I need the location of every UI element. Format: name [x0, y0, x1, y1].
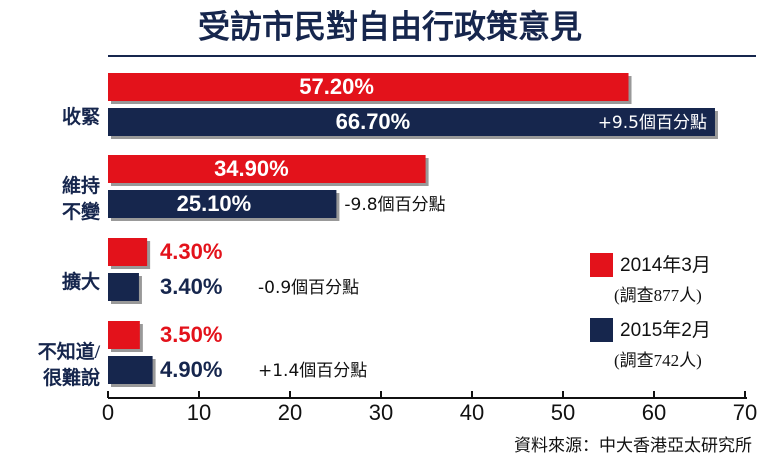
- value-label: 34.90%: [214, 156, 289, 181]
- legend-note: (調查877人): [614, 286, 702, 305]
- bar: [108, 273, 139, 301]
- bar: [108, 155, 426, 183]
- chart-title: 受訪市民對自由行政策意見: [198, 8, 582, 44]
- change-annotation: -0.9個百分點: [258, 278, 359, 298]
- x-tick-label: 50: [551, 400, 575, 425]
- x-tick-label: 60: [642, 400, 666, 425]
- change-annotation: -9.8個百分點: [344, 195, 445, 215]
- value-label: 3.40%: [160, 274, 222, 299]
- x-tick-label: 30: [369, 400, 393, 425]
- value-label: 66.70%: [336, 109, 411, 134]
- value-label: 4.30%: [160, 239, 222, 264]
- bar: [108, 108, 715, 136]
- bar: [108, 190, 337, 218]
- bar: [108, 356, 153, 384]
- change-annotation: +9.5個百分點: [598, 113, 707, 133]
- category-label: 收緊: [62, 105, 100, 128]
- x-tick-label: 20: [278, 400, 302, 425]
- legend-label: 2015年2月: [620, 319, 711, 341]
- x-tick-label: 70: [733, 400, 757, 425]
- x-tick-label: 0: [102, 400, 114, 425]
- bar: [108, 73, 629, 101]
- source: 資料來源：中大香港亞太研究所: [514, 436, 752, 455]
- category-label: 不變: [62, 200, 101, 223]
- value-label: 4.90%: [160, 357, 222, 382]
- category-label: 擴大: [62, 270, 100, 293]
- value-label: 57.20%: [299, 74, 374, 99]
- x-tick-label: 10: [187, 400, 211, 425]
- category-label: 不知道/: [38, 340, 101, 363]
- legend-swatch: [590, 318, 613, 342]
- category-label: 維持: [62, 174, 100, 197]
- change-annotation: +1.4個百分點: [258, 361, 367, 381]
- legend-swatch: [590, 253, 613, 277]
- value-label: 25.10%: [177, 191, 252, 216]
- x-tick-label: 40: [460, 400, 484, 425]
- legend-label: 2014年3月: [620, 254, 711, 276]
- category-label: 很難說: [43, 366, 100, 389]
- value-label: 3.50%: [160, 322, 222, 347]
- bar: [108, 321, 140, 349]
- legend-note: (調查742人): [614, 351, 702, 370]
- bar: [108, 238, 148, 266]
